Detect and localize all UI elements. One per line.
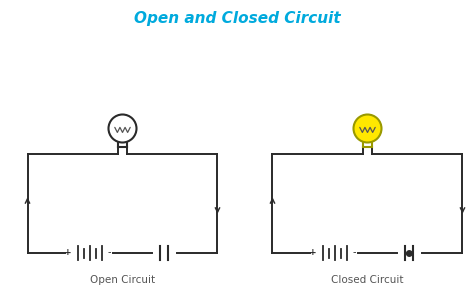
Text: Open Circuit: Open Circuit: [90, 275, 155, 285]
Circle shape: [354, 115, 382, 142]
Text: Open and Closed Circuit: Open and Closed Circuit: [134, 11, 340, 26]
Text: +: +: [309, 248, 317, 257]
Text: +: +: [64, 248, 72, 257]
Circle shape: [407, 251, 412, 256]
Circle shape: [109, 115, 137, 142]
Text: -: -: [353, 247, 356, 258]
Text: -: -: [108, 247, 111, 258]
Text: Closed Circuit: Closed Circuit: [331, 275, 404, 285]
